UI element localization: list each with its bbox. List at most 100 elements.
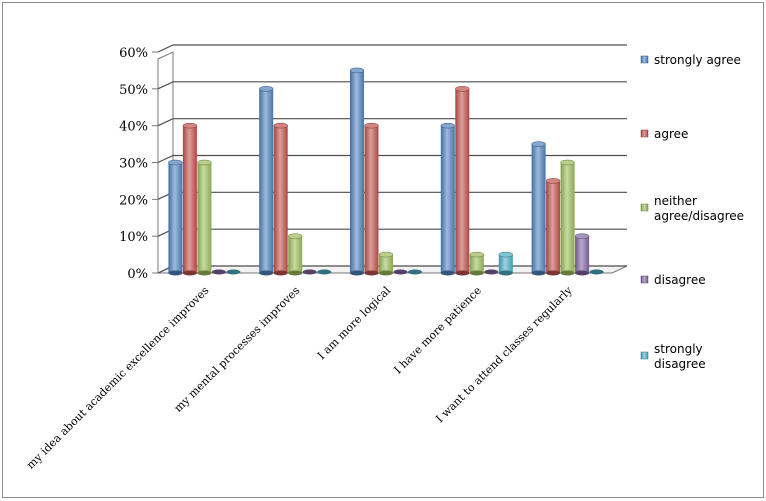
bar-top [574, 233, 590, 239]
legend-item: disagree [640, 273, 706, 287]
y-axis-ticks: 0% 10% 20% 30% 40% 50% 60% [119, 46, 158, 282]
bar [455, 86, 470, 276]
bar [168, 159, 183, 276]
bar-base [469, 270, 484, 276]
bar-top [545, 178, 561, 184]
bar-body [350, 70, 364, 274]
bar-base [350, 270, 364, 276]
bar-body [455, 88, 470, 273]
legend-item: agree [640, 127, 688, 141]
bar-body [469, 254, 484, 273]
bar-top [168, 159, 183, 166]
gridline [157, 81, 627, 90]
bar-body [379, 254, 393, 273]
bar [440, 122, 456, 276]
legend-label: agree/disagree [654, 209, 744, 223]
bar-base [498, 270, 513, 276]
legend: strongly agree agree neitheragree/disagree… [640, 53, 744, 371]
legend-swatch [640, 55, 649, 64]
bar-top [349, 67, 365, 74]
bar-base [182, 270, 197, 276]
bar [302, 269, 317, 275]
bar-base [440, 270, 455, 276]
bar-base [379, 270, 393, 276]
bar-top [197, 159, 212, 166]
bar-top [273, 122, 288, 129]
bar-top [531, 141, 546, 147]
bar [287, 233, 303, 276]
bar [498, 251, 514, 276]
bar-top [484, 269, 499, 275]
legend-swatch [640, 351, 649, 360]
bar [408, 269, 422, 275]
legend-label: disagree [654, 357, 706, 371]
bar [182, 122, 198, 276]
bar-top [258, 86, 274, 92]
bar-top [589, 269, 604, 275]
bar-top [182, 122, 198, 129]
legend-swatch [640, 203, 649, 212]
legend-item: strongly agree [640, 53, 741, 67]
bar-body [546, 180, 561, 273]
bar-body [531, 144, 546, 273]
bar-top [393, 269, 408, 275]
legend-label: strongly [654, 342, 703, 356]
bar [545, 178, 561, 276]
bar [574, 233, 590, 276]
bar-base [364, 270, 379, 276]
bar-top [455, 86, 470, 92]
y-tick-label: 40% [119, 120, 148, 135]
bar [211, 269, 226, 275]
bar [349, 67, 365, 276]
gridline [157, 44, 627, 53]
legend-swatch [640, 275, 649, 284]
bar-body [560, 162, 575, 273]
bar-top [378, 251, 394, 258]
bar-top [287, 233, 303, 239]
gridline [157, 154, 627, 164]
bar-base [546, 270, 561, 276]
y-tick-label: 60% [119, 46, 148, 61]
legend-label: disagree [654, 273, 706, 287]
bar [364, 122, 379, 276]
bar-top [408, 269, 422, 275]
bar-top [440, 122, 456, 129]
bar [589, 269, 604, 275]
bar [378, 251, 394, 276]
bar-top [302, 269, 317, 275]
y-tick-label: 20% [119, 193, 148, 208]
bar-body [288, 236, 303, 273]
bar-body [259, 88, 274, 273]
x-axis-categories: my idea about academic excellence improv… [24, 283, 575, 471]
legend-label: strongly agree [654, 53, 741, 67]
y-tick-label: 30% [119, 157, 148, 172]
bar-top [226, 269, 241, 275]
bar [317, 269, 332, 275]
bar [531, 141, 546, 276]
bar-base [560, 270, 575, 276]
bar-top [469, 251, 485, 258]
bar-top [211, 269, 226, 275]
bar [258, 86, 274, 276]
bar-top [498, 251, 514, 258]
y-tick-label: 0% [127, 267, 148, 282]
bar [197, 159, 212, 276]
bar [273, 122, 288, 276]
bar [226, 269, 241, 275]
y-tick-label: 50% [119, 83, 148, 98]
bar-body [273, 125, 288, 274]
bar-base [288, 270, 303, 276]
y-tick-label: 10% [119, 230, 148, 245]
bar-body [364, 125, 379, 274]
bar-body [440, 125, 455, 274]
bar [560, 159, 575, 276]
bar-body [575, 236, 590, 273]
bar-base [575, 270, 590, 276]
bar-base [168, 270, 183, 276]
bar-base [259, 270, 274, 276]
bar [484, 269, 499, 275]
